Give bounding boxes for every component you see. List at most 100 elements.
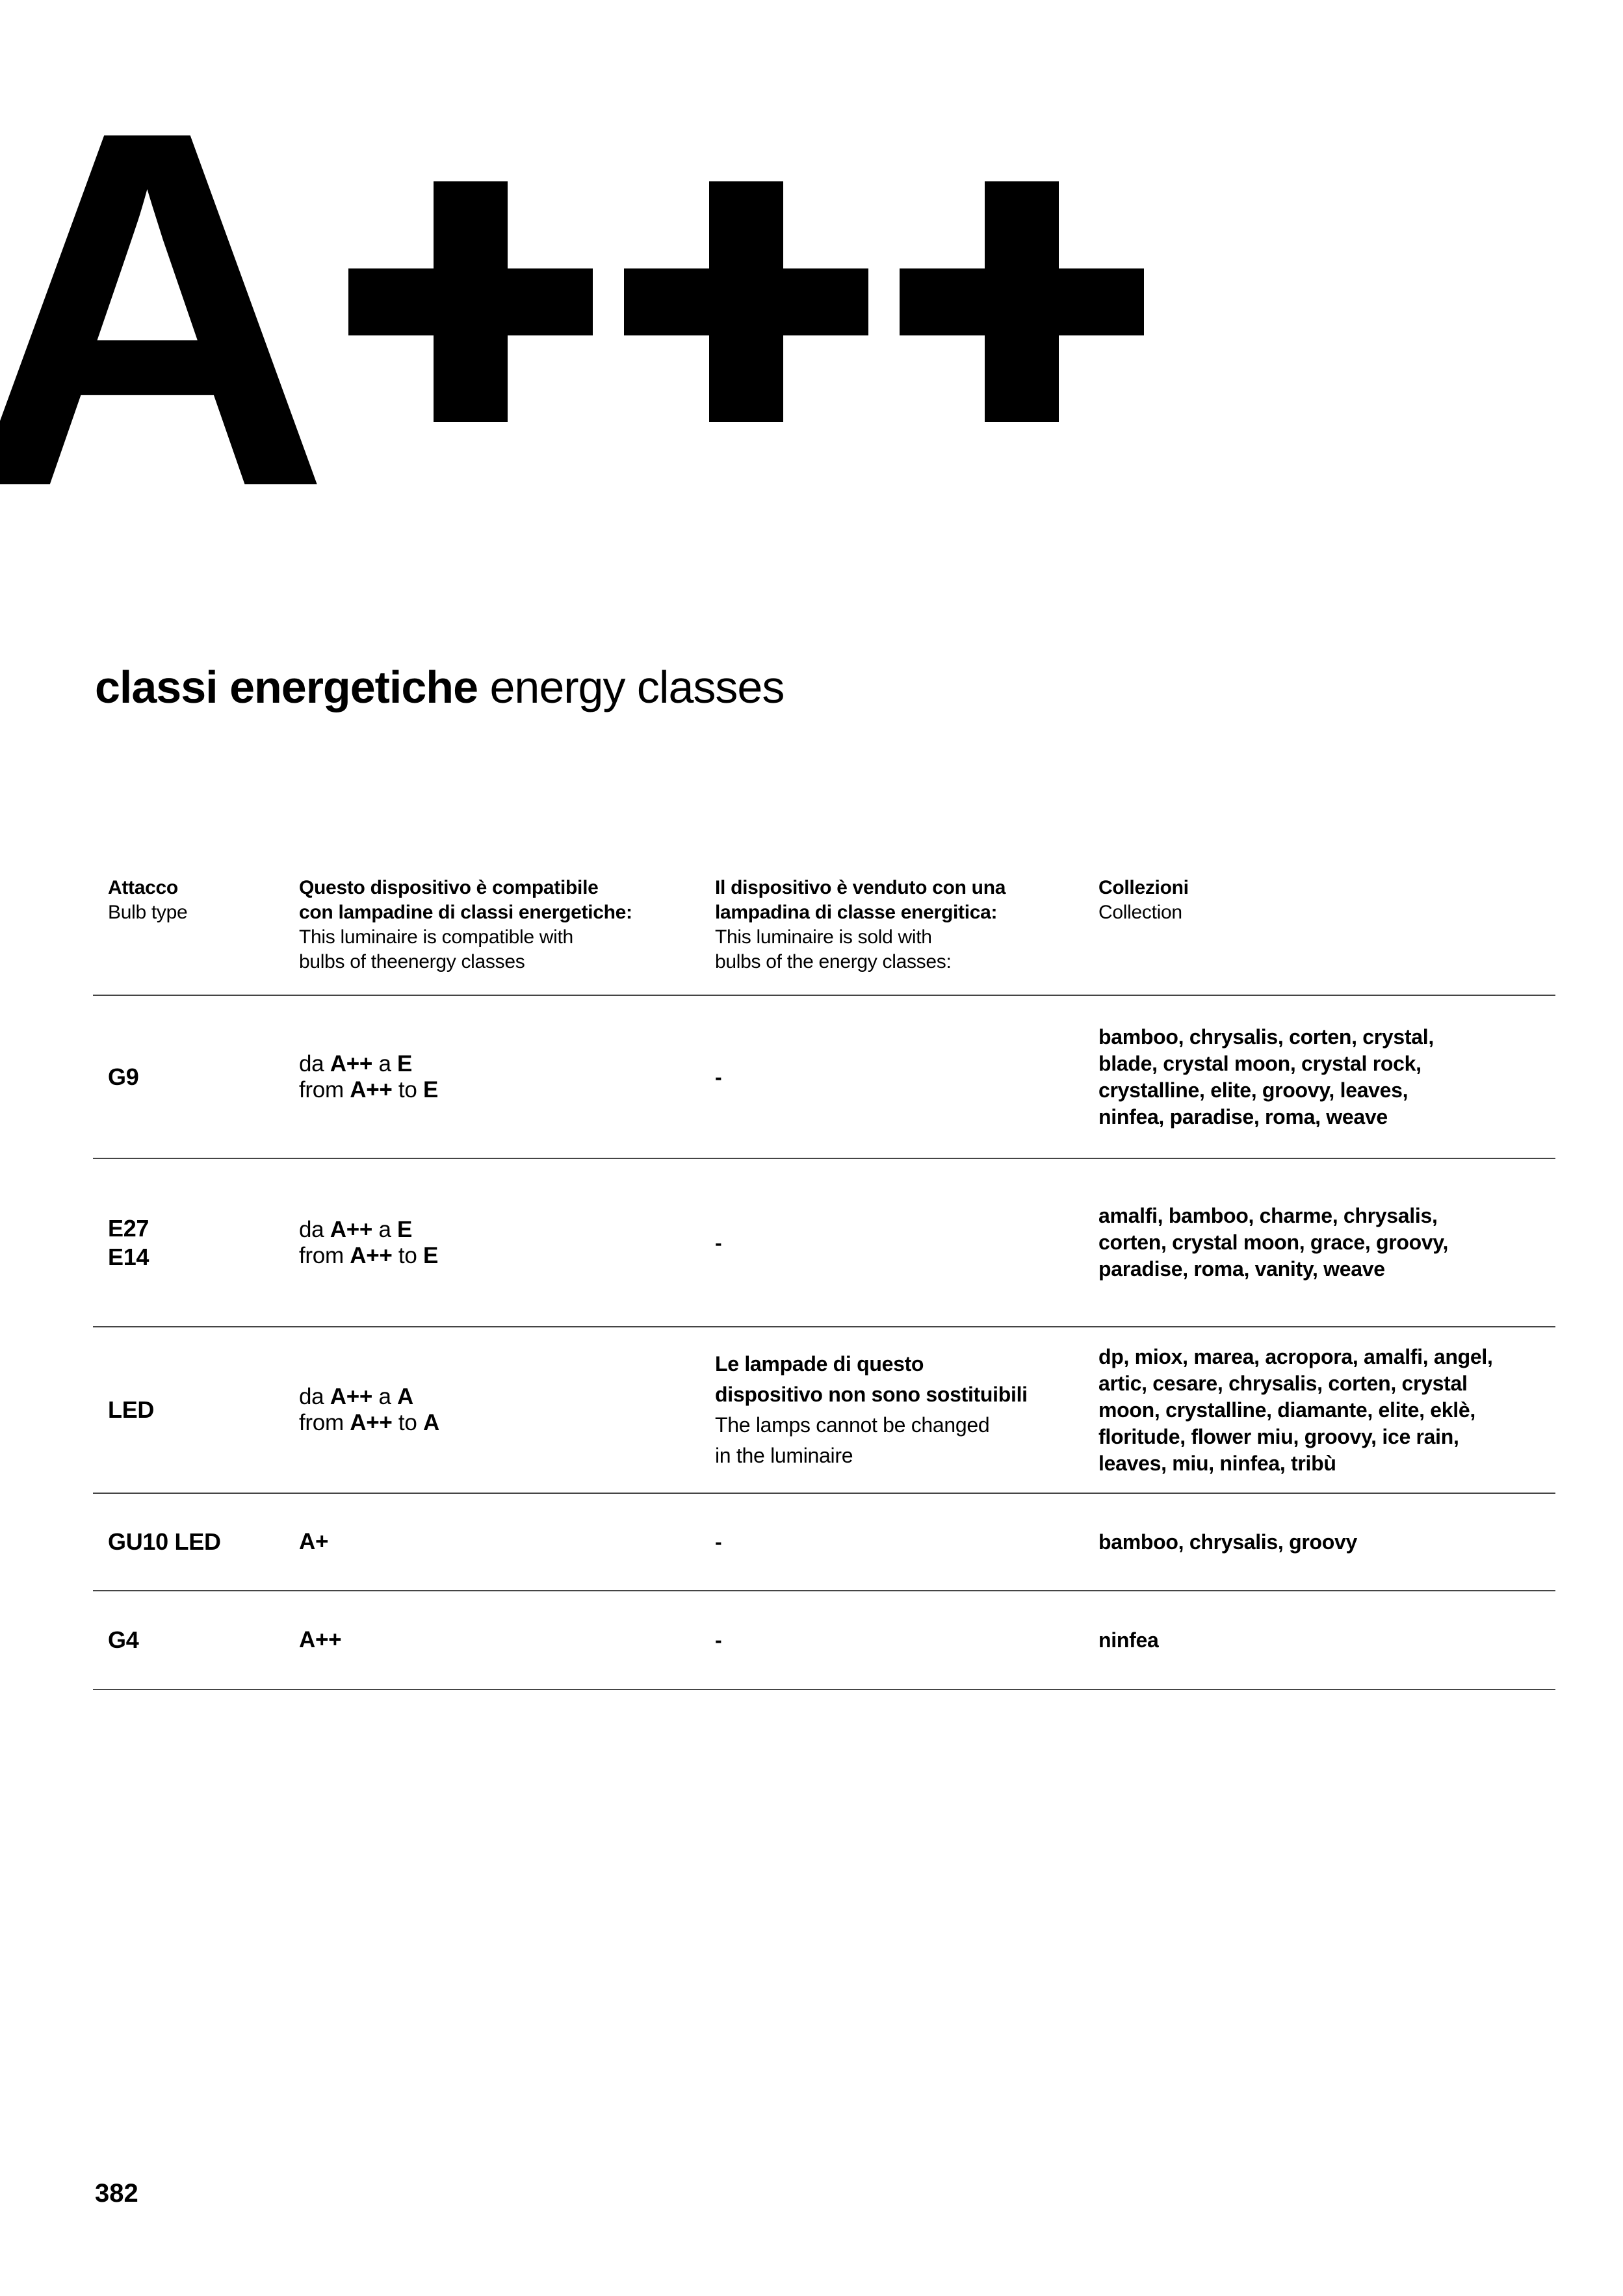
- compat-text: da: [299, 1216, 330, 1242]
- dash: -: [715, 1231, 722, 1255]
- sold-regular-line: in the luminaire: [715, 1444, 853, 1467]
- energy-class-value: A++: [330, 1050, 373, 1076]
- compat-line: da A++ a A: [299, 1384, 715, 1410]
- collection-line: bamboo, chrysalis, groovy: [1098, 1530, 1357, 1554]
- compat-text: a: [372, 1384, 398, 1409]
- header-bold-line: Attacco: [108, 877, 178, 898]
- table-row: G4 A++ - ninfea: [93, 1591, 1555, 1690]
- collection-line: floritude, flower miu, groovy, ice rain,: [1098, 1424, 1459, 1448]
- collection-line: corten, crystal moon, grace, groovy,: [1098, 1231, 1449, 1254]
- sold-bold-line: Le lampade di questo: [715, 1352, 924, 1376]
- compat-line: da A++ a E: [299, 1051, 715, 1077]
- bulb-type-cell: E27 E14: [93, 1159, 299, 1326]
- bulb-type-label: E27: [108, 1214, 149, 1242]
- bulb-type-label: G9: [108, 1063, 139, 1090]
- bulb-type-label: GU10 LED: [108, 1528, 221, 1555]
- energy-class-value: A++: [350, 1410, 393, 1435]
- header-bold-line: con lampadine di classi energetiche:: [299, 902, 632, 923]
- bulb-type-cell: G9: [93, 996, 299, 1158]
- bulb-type-label: E14: [108, 1243, 149, 1270]
- collections-cell: dp, miox, marea, acropora, amalfi, angel…: [1098, 1327, 1555, 1493]
- energy-classes-table: Attacco Bulb type Questo dispositivo è com…: [93, 872, 1555, 1690]
- energy-class-value: A: [397, 1384, 414, 1409]
- compat-text: to: [392, 1076, 423, 1102]
- sold-with-cell: -: [715, 996, 1098, 1158]
- sold-regular-line: The lamps cannot be changed: [715, 1413, 990, 1437]
- energy-class-value: A++: [350, 1242, 393, 1268]
- compat-line: from A++ to E: [299, 1243, 715, 1269]
- energy-class-value: E: [397, 1216, 413, 1242]
- header-regular-line: bulbs of theenergy classes: [299, 951, 525, 972]
- energy-class-value: A++: [330, 1216, 373, 1242]
- compat-text: to: [392, 1242, 423, 1268]
- collection-line: leaves, miu, ninfea, tribù: [1098, 1451, 1336, 1475]
- page-title: classi energetiche energy classes: [95, 662, 785, 712]
- bulb-type-label: G4: [108, 1626, 139, 1653]
- badge-letter: A: [0, 26, 330, 585]
- compat-text: from: [299, 1410, 350, 1435]
- compat-text: from: [299, 1076, 350, 1102]
- header-regular-line: This luminaire is compatible with: [299, 926, 573, 948]
- compat-text: from: [299, 1242, 350, 1268]
- dash: -: [715, 1530, 722, 1554]
- header-cell-1: Attacco Bulb type: [93, 872, 299, 995]
- header-regular-line: Collection: [1098, 902, 1182, 923]
- collection-line: crystalline, elite, groovy, leaves,: [1098, 1078, 1409, 1102]
- compatible-classes-cell: A++: [299, 1591, 715, 1689]
- dash: -: [715, 1065, 722, 1089]
- sold-with-cell: -: [715, 1494, 1098, 1590]
- compat-line: A+: [299, 1529, 715, 1555]
- energy-class-badge: A: [0, 26, 1144, 585]
- header-regular-line: Bulb type: [108, 902, 188, 923]
- page-title-italian: classi energetiche: [95, 662, 478, 712]
- table-row: GU10 LED A+ - bamboo, chrysalis, groovy: [93, 1494, 1555, 1591]
- collection-line: ninfea: [1098, 1628, 1159, 1652]
- energy-class-value: A++: [330, 1384, 373, 1409]
- header-regular-line: bulbs of the energy classes:: [715, 951, 952, 972]
- sold-with-cell: -: [715, 1159, 1098, 1326]
- header-regular-line: This luminaire is sold with: [715, 926, 932, 948]
- energy-class-value: A++: [350, 1076, 393, 1102]
- page-title-english: energy classes: [489, 662, 785, 712]
- header-bold-line: Questo dispositivo è compatibile: [299, 877, 599, 898]
- energy-class-value: A++: [299, 1627, 342, 1652]
- energy-class-value: E: [422, 1242, 438, 1268]
- collection-line: bamboo, chrysalis, corten, crystal,: [1098, 1024, 1434, 1049]
- header-bold-line: Il dispositivo è venduto con una: [715, 877, 1006, 898]
- collection-line: paradise, roma, vanity, weave: [1098, 1257, 1385, 1281]
- header-bold-line: lampadina di classe energitica:: [715, 902, 998, 923]
- collection-line: blade, crystal moon, crystal rock,: [1098, 1051, 1422, 1075]
- energy-class-value: A+: [299, 1529, 329, 1554]
- plus-icon: [900, 181, 1144, 422]
- energy-class-value: A: [422, 1410, 439, 1435]
- collections-cell: ninfea: [1098, 1591, 1555, 1689]
- compat-line: A++: [299, 1627, 715, 1653]
- sold-with-cell: Le lampade di questo dispositivo non sono…: [715, 1327, 1098, 1493]
- header-bold-line: Collezioni: [1098, 877, 1189, 898]
- energy-class-value: E: [422, 1076, 438, 1102]
- header-cell-3: Il dispositivo è venduto con una lampadin…: [715, 872, 1098, 995]
- collection-line: ninfea, paradise, roma, weave: [1098, 1104, 1388, 1128]
- dash: -: [715, 1628, 722, 1652]
- compat-text: a: [372, 1050, 398, 1076]
- compatible-classes-cell: A+: [299, 1494, 715, 1590]
- plus-icon: [348, 181, 593, 422]
- collections-cell: bamboo, chrysalis, corten, crystal, blade…: [1098, 996, 1555, 1158]
- compat-text: da: [299, 1384, 330, 1409]
- table-header-row: Attacco Bulb type Questo dispositivo è com…: [93, 872, 1555, 996]
- collection-line: artic, cesare, chrysalis, corten, crysta…: [1098, 1371, 1468, 1395]
- compat-text: a: [372, 1216, 398, 1242]
- bulb-type-label: LED: [108, 1396, 155, 1423]
- header-cell-4: Collezioni Collection: [1098, 872, 1555, 995]
- compat-line: from A++ to A: [299, 1410, 715, 1436]
- compat-line: da A++ a E: [299, 1217, 715, 1243]
- bulb-type-cell: G4: [93, 1591, 299, 1689]
- compat-line: from A++ to E: [299, 1077, 715, 1103]
- header-cell-2: Questo dispositivo è compatibile con lamp…: [299, 872, 715, 995]
